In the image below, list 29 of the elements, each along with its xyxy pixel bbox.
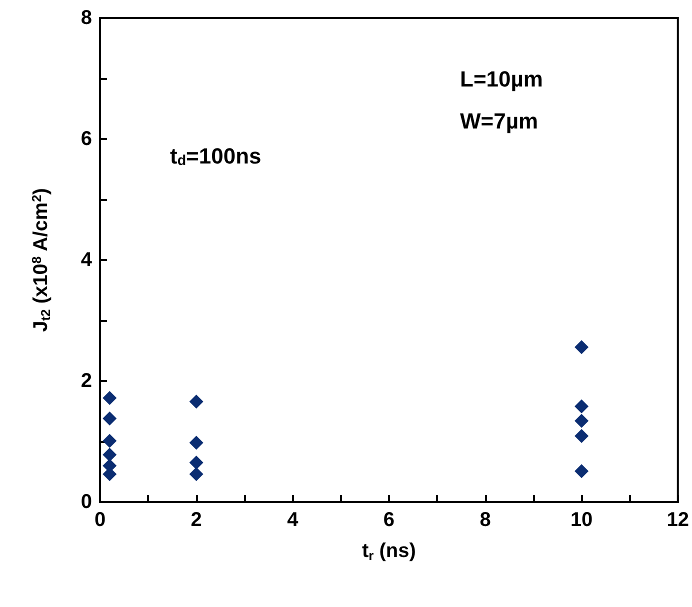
annotation: L=10µm <box>460 66 543 92</box>
x-tick-label: 12 <box>666 509 689 531</box>
point <box>574 399 589 414</box>
point <box>574 464 589 478</box>
annotation: W=7µm <box>460 108 538 134</box>
annotation: td=100ns <box>170 144 262 169</box>
point <box>189 436 204 450</box>
point <box>102 434 117 448</box>
point <box>574 414 589 428</box>
point <box>189 456 204 470</box>
x-tick-label: 10 <box>570 509 593 531</box>
x-tick-label: 2 <box>190 509 202 531</box>
y-tick-label: 4 <box>80 249 93 271</box>
y-axis-title: Jt2 (x108 A/cm2) <box>29 188 53 332</box>
x-tick-label: 0 <box>94 509 106 531</box>
point <box>102 412 117 426</box>
y-tick-label: 8 <box>80 7 92 29</box>
point <box>189 394 204 409</box>
point <box>102 390 117 405</box>
x-tick-label: 4 <box>287 509 300 531</box>
y-tick-label: 6 <box>80 128 92 150</box>
point <box>574 429 589 444</box>
y-tick-label: 2 <box>80 370 92 392</box>
point <box>574 340 589 354</box>
y-tick-label: 0 <box>80 491 92 513</box>
x-tick-label: 6 <box>383 509 394 531</box>
point <box>189 467 204 482</box>
point <box>102 448 117 462</box>
x-tick-label: 8 <box>480 509 491 531</box>
